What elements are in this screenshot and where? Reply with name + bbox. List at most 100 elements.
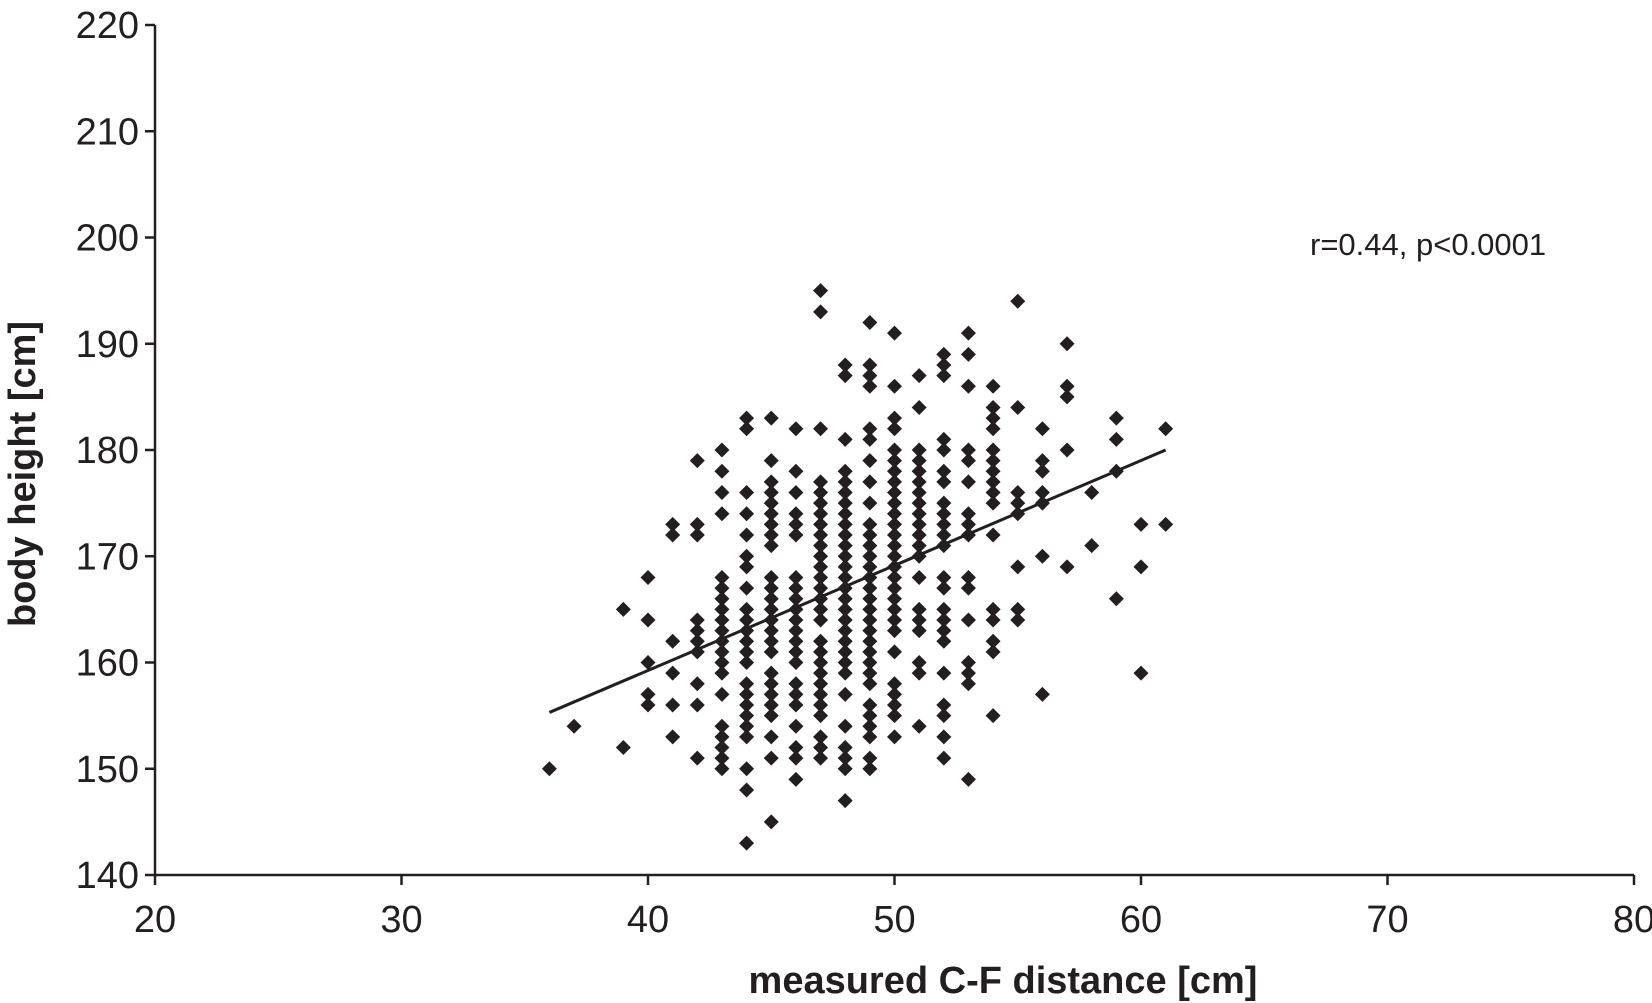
annotation-text: r=0.44, p<0.0001	[1310, 227, 1546, 262]
y-tick-label: 210	[76, 111, 139, 153]
y-tick-label: 220	[76, 5, 139, 47]
data-point	[788, 601, 804, 617]
data-point	[960, 665, 976, 681]
data-point	[837, 559, 853, 575]
data-point	[714, 644, 730, 660]
data-point	[739, 580, 755, 596]
data-point	[763, 516, 779, 532]
data-point	[887, 612, 902, 628]
data-point	[862, 623, 878, 639]
data-point	[813, 697, 829, 713]
regression-line	[548, 448, 1167, 714]
data-point	[665, 633, 681, 649]
data-point	[887, 559, 902, 575]
data-point	[1108, 410, 1124, 426]
data-point	[960, 570, 976, 585]
data-point	[936, 697, 952, 713]
data-point	[788, 506, 804, 522]
data-point	[887, 410, 902, 426]
data-point	[936, 601, 952, 617]
data-point	[1059, 336, 1075, 352]
data-point	[1010, 400, 1026, 415]
data-point	[1010, 293, 1026, 309]
plot-area: 20 30 40 50 60 70 80 140 150 160 170 180 190 200 210 22…	[76, 5, 1652, 941]
data-point	[985, 410, 1001, 426]
data-point	[1084, 538, 1100, 554]
data-point	[862, 676, 878, 692]
data-point	[714, 729, 730, 745]
data-point	[936, 729, 952, 745]
data-point	[862, 527, 878, 543]
data-point	[862, 357, 878, 373]
data-point	[862, 580, 878, 596]
data-point	[985, 378, 1001, 394]
data-point	[640, 655, 656, 670]
data-point	[813, 729, 829, 745]
data-point	[985, 644, 1001, 660]
data-point	[813, 421, 829, 437]
data-point	[813, 612, 829, 628]
data-point	[813, 686, 829, 702]
data-point	[763, 665, 779, 681]
data-point	[714, 686, 730, 702]
data-point	[788, 750, 804, 766]
data-point	[640, 612, 656, 628]
data-point	[837, 357, 853, 373]
data-point	[936, 474, 952, 490]
y-tick-label: 200	[76, 218, 139, 260]
data-point	[739, 527, 755, 543]
data-point	[788, 655, 804, 670]
data-point	[837, 474, 853, 490]
data-point	[837, 591, 853, 607]
data-point	[837, 506, 853, 522]
data-point	[960, 453, 976, 469]
data-point	[763, 633, 779, 649]
data-point	[911, 453, 927, 469]
data-point	[985, 633, 1001, 649]
data-point	[936, 346, 952, 362]
x-tick-label: 70	[1366, 899, 1408, 941]
data-point	[936, 665, 952, 681]
data-point	[862, 559, 878, 575]
data-point	[665, 665, 681, 681]
data-point	[837, 495, 853, 511]
data-point	[887, 474, 902, 490]
x-tick-label: 50	[873, 899, 915, 941]
data-point	[936, 357, 952, 373]
y-tick-label: 170	[76, 536, 139, 578]
data-point	[763, 814, 779, 830]
data-point	[739, 548, 755, 564]
x-tick-label: 30	[380, 899, 422, 941]
data-point	[862, 591, 878, 607]
data-point	[788, 633, 804, 649]
data-point	[788, 623, 804, 639]
data-point	[714, 580, 730, 596]
data-point	[1034, 421, 1050, 437]
data-point	[862, 697, 878, 713]
data-point	[837, 740, 853, 755]
data-point	[813, 740, 829, 755]
data-point	[763, 601, 779, 617]
data-point	[862, 378, 878, 394]
data-point	[689, 644, 705, 660]
data-point	[985, 612, 1001, 628]
data-point	[763, 644, 779, 660]
data-point	[739, 506, 755, 522]
data-point	[739, 782, 755, 798]
data-point	[788, 570, 804, 585]
y-tick-label: 150	[76, 749, 139, 791]
data-point	[763, 729, 779, 745]
data-point	[936, 708, 952, 724]
data-point	[985, 442, 1001, 458]
data-point	[985, 495, 1001, 511]
data-point	[813, 474, 829, 490]
data-point	[985, 421, 1001, 437]
data-point	[714, 485, 730, 500]
data-point	[862, 315, 878, 330]
data-point	[813, 485, 829, 500]
data-point	[788, 527, 804, 543]
data-point	[837, 368, 853, 384]
data-point	[714, 506, 730, 522]
data-point	[936, 463, 952, 479]
data-point	[739, 644, 755, 660]
